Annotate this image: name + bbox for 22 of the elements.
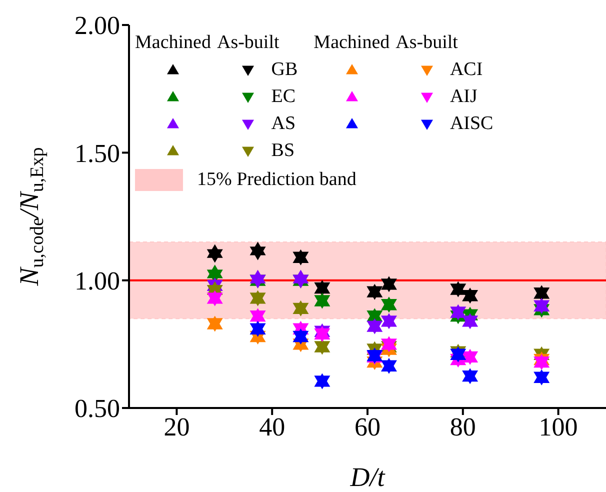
- x-axis-title: D/t: [349, 462, 386, 492]
- y-tick-label: 0.50: [74, 394, 120, 424]
- annotation: Machined: [314, 31, 390, 55]
- legend-label: GB: [271, 58, 298, 82]
- x-tick-label: 80: [450, 412, 476, 442]
- annotation: As-built: [396, 31, 458, 55]
- annotation: Machined: [135, 31, 211, 55]
- x-tick-label: 20: [164, 412, 190, 442]
- legend-label: AISC: [450, 112, 494, 136]
- legend-label: AIJ: [450, 85, 478, 109]
- legend-label: EC: [271, 85, 297, 109]
- y-tick-label: 1.50: [74, 138, 120, 168]
- annotation: As-built: [216, 31, 280, 55]
- x-tick-label: 40: [259, 412, 286, 442]
- legend-label: 15% Prediction band: [197, 168, 356, 192]
- x-tick-label: 60: [354, 412, 380, 442]
- y-tick-label: 2.00: [74, 11, 120, 40]
- legend-label: AS: [271, 112, 297, 136]
- legend-label: ACI: [450, 58, 484, 82]
- x-tick-label: 100: [538, 412, 578, 442]
- legend-label: BS: [271, 139, 296, 163]
- y-tick-label: 1.00: [74, 266, 120, 296]
